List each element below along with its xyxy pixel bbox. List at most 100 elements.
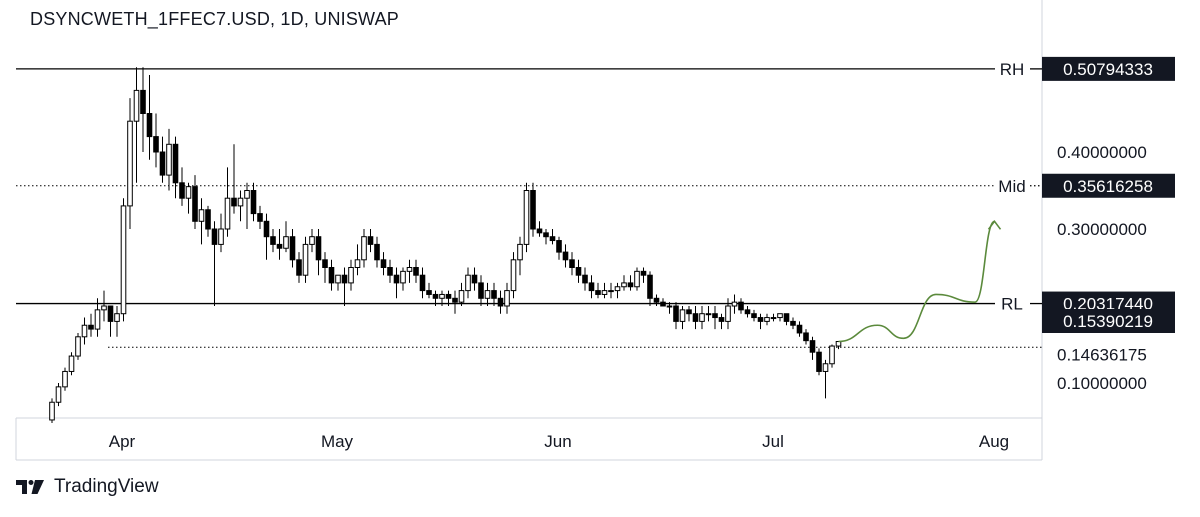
candle[interactable]	[354, 244, 361, 276]
candle[interactable]	[218, 213, 224, 253]
candle[interactable]	[270, 229, 276, 253]
candle[interactable]	[387, 259, 393, 283]
candle[interactable]	[621, 275, 627, 291]
candle[interactable]	[224, 167, 231, 237]
candle[interactable]	[146, 75, 153, 160]
candle[interactable]	[738, 298, 744, 314]
candle[interactable]	[88, 313, 94, 337]
candle[interactable]	[75, 332, 81, 360]
candle[interactable]	[198, 198, 205, 245]
candle[interactable]	[497, 290, 504, 314]
candle[interactable]	[62, 367, 68, 391]
candle[interactable]	[120, 198, 127, 322]
candle[interactable]	[777, 313, 783, 322]
candle[interactable]	[718, 313, 725, 330]
candle[interactable]	[614, 282, 621, 299]
candle[interactable]	[81, 317, 88, 345]
candle[interactable]	[413, 259, 419, 283]
candle[interactable]	[523, 182, 530, 253]
candle[interactable]	[699, 306, 705, 330]
candle[interactable]	[101, 290, 107, 322]
candle[interactable]	[809, 336, 816, 360]
candle[interactable]	[348, 259, 354, 291]
candle[interactable]	[471, 267, 478, 291]
candle[interactable]	[322, 252, 328, 283]
candle[interactable]	[536, 221, 543, 237]
candle[interactable]	[393, 267, 400, 299]
tradingview-logo-icon[interactable]	[16, 478, 46, 496]
candle[interactable]	[504, 282, 510, 314]
candle[interactable]	[491, 282, 497, 306]
candle[interactable]	[250, 182, 257, 222]
candle[interactable]	[790, 317, 796, 330]
candle[interactable]	[575, 259, 582, 283]
candle[interactable]	[153, 113, 159, 168]
candle[interactable]	[510, 252, 517, 299]
candle[interactable]	[55, 383, 62, 407]
candle[interactable]	[549, 229, 556, 245]
candle[interactable]	[419, 267, 426, 299]
candle[interactable]	[770, 313, 777, 322]
candle[interactable]	[640, 267, 647, 283]
candle[interactable]	[185, 182, 192, 214]
candle[interactable]	[341, 267, 348, 307]
candle[interactable]	[647, 271, 653, 306]
candle[interactable]	[666, 302, 673, 314]
candle[interactable]	[601, 282, 608, 299]
candle[interactable]	[588, 275, 595, 299]
candle[interactable]	[94, 298, 101, 337]
candle[interactable]	[166, 128, 172, 191]
candle[interactable]	[400, 267, 406, 291]
candle[interactable]	[452, 290, 458, 314]
candle[interactable]	[406, 259, 413, 283]
projection-path[interactable]	[838, 220, 996, 343]
candle[interactable]	[530, 182, 536, 237]
candle[interactable]	[725, 298, 731, 330]
candle[interactable]	[439, 290, 445, 306]
candle[interactable]	[296, 252, 302, 283]
tradingview-brand[interactable]: TradingView	[54, 476, 159, 497]
candle[interactable]	[205, 205, 211, 237]
candle[interactable]	[829, 344, 835, 368]
candle[interactable]	[608, 282, 614, 299]
candle[interactable]	[517, 236, 523, 276]
candle[interactable]	[634, 267, 640, 291]
candle[interactable]	[192, 175, 198, 229]
candle[interactable]	[374, 236, 380, 268]
candle[interactable]	[283, 221, 289, 253]
candle[interactable]	[458, 282, 465, 306]
candle[interactable]	[673, 302, 679, 330]
candle[interactable]	[705, 306, 712, 322]
candle[interactable]	[764, 313, 770, 326]
candle[interactable]	[380, 252, 387, 276]
candle[interactable]	[367, 229, 374, 253]
candle[interactable]	[582, 267, 588, 291]
candle[interactable]	[653, 294, 660, 306]
candle[interactable]	[757, 313, 764, 330]
candle[interactable]	[263, 213, 270, 260]
candle[interactable]	[796, 321, 803, 337]
candle[interactable]	[686, 306, 692, 322]
candle[interactable]	[484, 282, 491, 306]
candle[interactable]	[328, 259, 335, 291]
candle[interactable]	[822, 359, 829, 399]
candle[interactable]	[276, 229, 283, 260]
candle[interactable]	[478, 275, 484, 306]
candle[interactable]	[127, 98, 133, 229]
candle[interactable]	[835, 340, 842, 350]
candle[interactable]	[315, 229, 322, 276]
candle[interactable]	[231, 144, 237, 214]
candle[interactable]	[140, 67, 146, 152]
candle[interactable]	[562, 244, 569, 268]
candle[interactable]	[244, 182, 250, 229]
candle[interactable]	[712, 306, 718, 330]
candle[interactable]	[107, 305, 114, 337]
candle[interactable]	[543, 229, 549, 245]
candle[interactable]	[257, 205, 263, 229]
candle[interactable]	[679, 306, 686, 330]
candle[interactable]	[445, 290, 452, 306]
candle[interactable]	[114, 306, 120, 337]
candle[interactable]	[159, 136, 166, 183]
candle[interactable]	[692, 306, 699, 330]
candle[interactable]	[660, 298, 666, 307]
